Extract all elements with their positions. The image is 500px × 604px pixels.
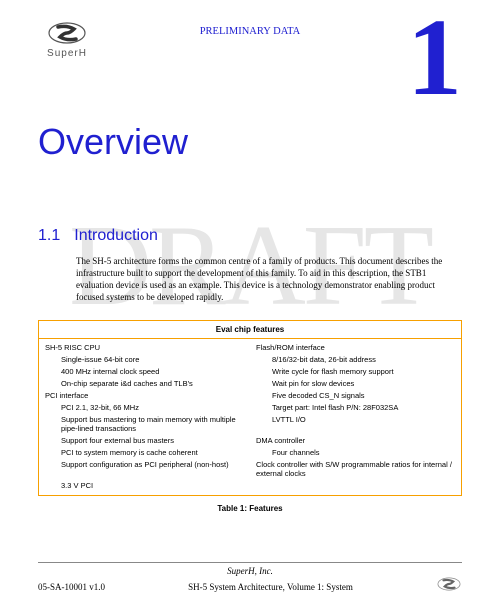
header: SuperH PRELIMINARY DATA xyxy=(38,20,462,59)
table-cell: Four channels xyxy=(250,446,462,458)
footer-doc-id: 05-SA-10001 v1.0 xyxy=(38,582,105,592)
features-table: Eval chip features SH-5 RISC CPUFlash/RO… xyxy=(38,320,462,496)
table-cell: Support bus mastering to main memory wit… xyxy=(39,413,251,434)
table-cell: On-chip separate i&d caches and TLB's xyxy=(39,377,251,389)
brand-logo: SuperH xyxy=(38,20,96,59)
table-cell: Five decoded CS_N signals xyxy=(250,389,462,401)
table-cell: Target part: Intel flash P/N: 28F032SA xyxy=(250,401,462,413)
footer: SuperH, Inc. 05-SA-10001 v1.0 SH-5 Syste… xyxy=(38,562,462,592)
section-heading-text: Introduction xyxy=(74,227,158,244)
table-caption: Table 1: Features xyxy=(38,504,462,513)
footer-logo-icon xyxy=(436,576,462,592)
table-cell: 3.3 V PCI xyxy=(39,479,251,495)
table-cell: PCI 2.1, 32-bit, 66 MHz xyxy=(39,401,251,413)
table-cell: PCI to system memory is cache coherent xyxy=(39,446,251,458)
page-content: SuperH PRELIMINARY DATA 1 Overview 1.1 In… xyxy=(0,0,500,604)
section-heading: 1.1 Introduction xyxy=(38,227,462,245)
superh-logo-icon xyxy=(47,20,87,46)
table-cell: Support configuration as PCI peripheral … xyxy=(39,458,251,479)
table-cell: Single-issue 64-bit core xyxy=(39,353,251,365)
brand-name: SuperH xyxy=(47,48,87,59)
footer-company: SuperH, Inc. xyxy=(38,566,462,576)
table-cell: Wait pin for slow devices xyxy=(250,377,462,389)
intro-paragraph: The SH-5 architecture forms the common c… xyxy=(76,255,462,304)
table-cell: Clock controller with S/W programmable r… xyxy=(250,458,462,479)
preliminary-label: PRELIMINARY DATA xyxy=(96,20,404,37)
table-cell xyxy=(250,479,462,495)
table-cell: DMA controller xyxy=(250,434,462,446)
table-cell: LVTTL I/O xyxy=(250,413,462,434)
table-cell: Write cycle for flash memory support xyxy=(250,365,462,377)
chapter-number: 1 xyxy=(407,8,462,107)
table-cell: SH-5 RISC CPU xyxy=(39,338,251,353)
table-cell: Flash/ROM interface xyxy=(250,338,462,353)
chapter-title: Overview xyxy=(38,121,462,163)
footer-doc-title: SH-5 System Architecture, Volume 1: Syst… xyxy=(188,582,353,592)
table-cell: 400 MHz internal clock speed xyxy=(39,365,251,377)
table-cell: 8/16/32-bit data, 26-bit address xyxy=(250,353,462,365)
table-cell: PCI interface xyxy=(39,389,251,401)
table-header: Eval chip features xyxy=(39,320,462,338)
table-cell: Support four external bus masters xyxy=(39,434,251,446)
section-number: 1.1 xyxy=(38,227,60,244)
